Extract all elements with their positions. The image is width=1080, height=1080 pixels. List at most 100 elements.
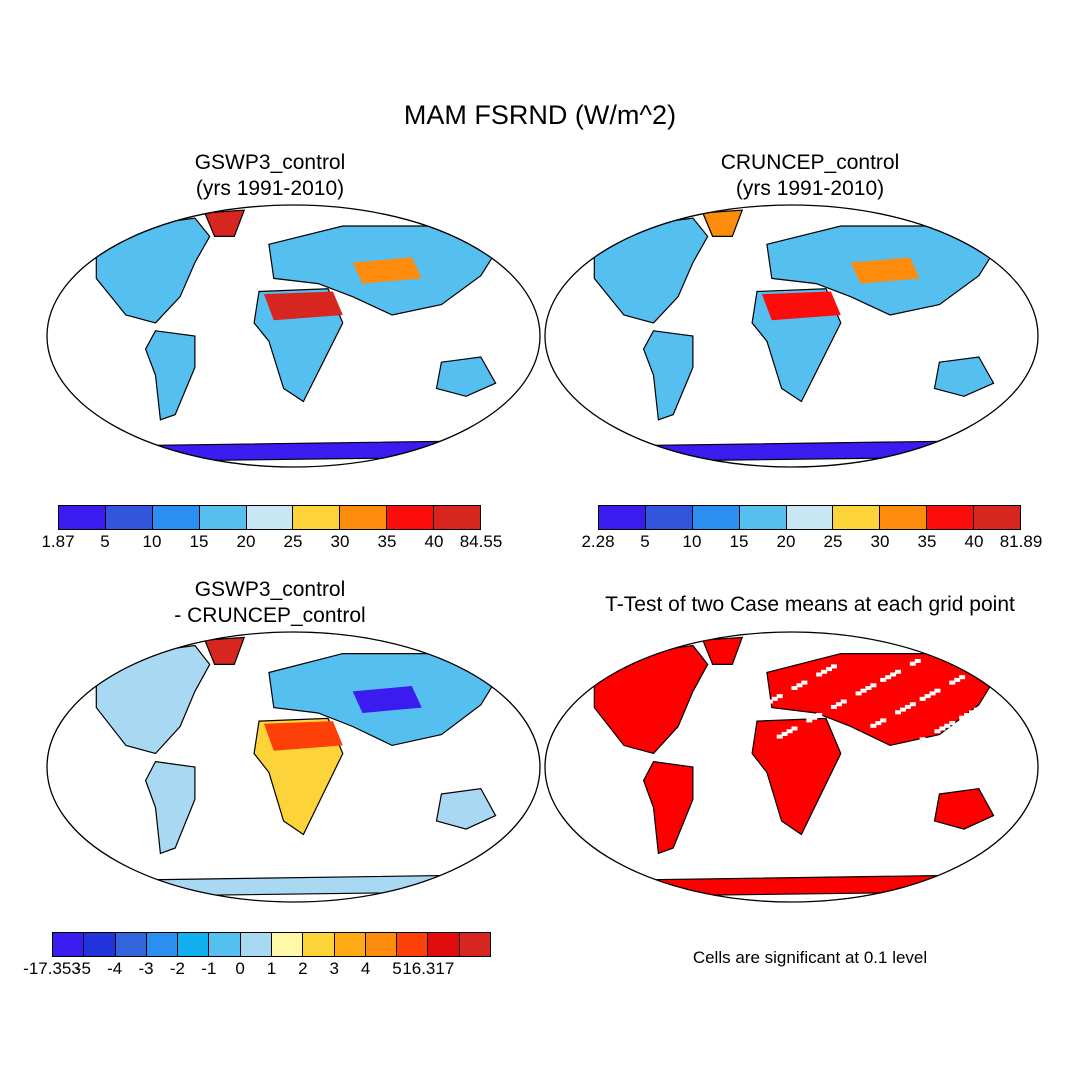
continent-africa [751, 717, 842, 836]
map-gswp3 [46, 204, 541, 468]
colorbar-tick-label: 40 [424, 532, 444, 551]
colorbar-tick-label: 25 [823, 532, 843, 551]
colorbar-swatch [53, 933, 85, 956]
colorbar-cruncep [598, 505, 1021, 530]
nonsignificant-cell [934, 729, 941, 734]
nonsignificant-cell [821, 669, 828, 674]
continent-namerica [95, 217, 211, 324]
colorbar-swatch [397, 933, 429, 956]
colorbar-tick-label: 20 [236, 532, 256, 551]
nonsignificant-cell [776, 694, 783, 699]
colorbar-swatch [115, 933, 147, 956]
nonsignificant-cell [771, 696, 778, 701]
figure-title: MAM FSRND (W/m^2) [403, 100, 677, 130]
colorbar-tick-label: -2 [169, 959, 185, 978]
colorbar-tick-label: 16.317 [402, 959, 455, 978]
map-diff [46, 631, 541, 903]
nonsignificant-cell [776, 734, 783, 739]
nonsignificant-cell [811, 715, 818, 720]
nonsignificant-cell [904, 704, 911, 709]
colorbar-swatch [240, 933, 272, 956]
colorbar-tick-label: 0 [235, 959, 245, 978]
nonsignificant-cell [954, 677, 961, 682]
continent-greenland [701, 209, 744, 237]
nonsignificant-cell [816, 713, 823, 717]
continent-greenland [203, 209, 246, 237]
nonsignificant-cell [791, 726, 798, 731]
panel-title-gswp3: GSWP3_control (yrs 1991-2010) [90, 150, 450, 202]
colorbar-swatch [692, 506, 740, 529]
colorbar-tick-label: 4 [360, 959, 371, 978]
colorbar-swatch [105, 506, 153, 529]
nonsignificant-cell [968, 710, 975, 715]
hotspot-region [761, 291, 841, 321]
panel-title-line2: - CRUNCEP_control [174, 604, 366, 627]
colorbar-tick-label: 5 [392, 959, 402, 978]
nonsignificant-cell [781, 731, 788, 736]
nonsignificant-cell [890, 672, 897, 677]
nonsignificant-cell [801, 680, 808, 685]
continent-greenland [203, 636, 246, 665]
colorbar-swatch [59, 506, 106, 529]
panel-title-cruncep: CRUNCEP_control (yrs 1991-2010) [630, 150, 990, 202]
nonsignificant-cell [949, 721, 956, 726]
colorbar-tick-label: 25 [283, 532, 303, 551]
colorbar-tick-label: 84.55 [459, 532, 503, 551]
colorbar-tick-label: 81.89 [999, 532, 1043, 551]
colorbar-swatch [387, 506, 435, 529]
nonsignificant-cell [880, 718, 887, 723]
nonsignificant-cell [885, 675, 892, 680]
colorbar-swatch [84, 933, 116, 956]
colorbar-swatch [152, 506, 200, 529]
colorbar-swatch [428, 933, 460, 956]
continent-namerica [95, 644, 211, 755]
panel-title-line1: GSWP3_control [194, 151, 346, 174]
nonsignificant-cell [840, 699, 847, 704]
nonsignificant-cell [845, 737, 852, 742]
hotspot-region [352, 686, 422, 713]
map-ttest [544, 631, 1039, 903]
continent-namerica [593, 217, 709, 324]
colorbar-swatch [434, 506, 481, 529]
colorbar-swatch [459, 933, 490, 956]
colorbar-swatch [739, 506, 787, 529]
colorbar-swatch [303, 933, 335, 956]
colorbar-tick-label: 2 [298, 959, 308, 978]
nonsignificant-cell [929, 691, 936, 696]
nonsignificant-cell [973, 667, 980, 672]
colorbar-swatch [293, 506, 341, 529]
nonsignificant-cell [959, 715, 966, 720]
map-cruncep [544, 204, 1039, 468]
colorbar-tick-label: 40 [964, 532, 984, 551]
colorbar-swatch [340, 506, 388, 529]
continent-australia [933, 356, 995, 397]
hotspot-region [263, 721, 343, 751]
continent-antarctica [95, 440, 516, 463]
colorbar-tick-label: 35 [377, 532, 397, 551]
nonsignificant-cell [826, 667, 833, 672]
nonsignificant-cell [855, 691, 862, 696]
colorbar-swatch [334, 933, 366, 956]
hotspot-region [263, 291, 343, 321]
nonsignificant-cell [949, 680, 956, 685]
nonsignificant-cell [830, 704, 837, 709]
continent-samerica [642, 330, 694, 421]
map-frame [544, 631, 1039, 903]
map-frame [544, 204, 1039, 468]
nonsignificant-cell [855, 731, 862, 736]
nonsignificant-cell [830, 664, 837, 669]
panel-title-line1: GSWP3_control [194, 578, 346, 601]
continent-antarctica [593, 874, 1014, 898]
colorbar-tick-label: 15 [729, 532, 749, 551]
panel-title-line1: CRUNCEP_control [720, 151, 900, 174]
hotspot-region [352, 257, 422, 284]
colorbar-tick-label: 2.28 [581, 532, 615, 551]
nonsignificant-cell [909, 661, 916, 666]
panel-title-line2: (yrs 1991-2010) [735, 177, 885, 200]
colorbar-swatch [271, 933, 304, 956]
hotspot-region [850, 257, 920, 284]
panel-title-line2: (yrs 1991-2010) [195, 177, 345, 200]
colorbar-tick-label: 5 [100, 532, 110, 551]
nonsignificant-cell [880, 677, 887, 682]
